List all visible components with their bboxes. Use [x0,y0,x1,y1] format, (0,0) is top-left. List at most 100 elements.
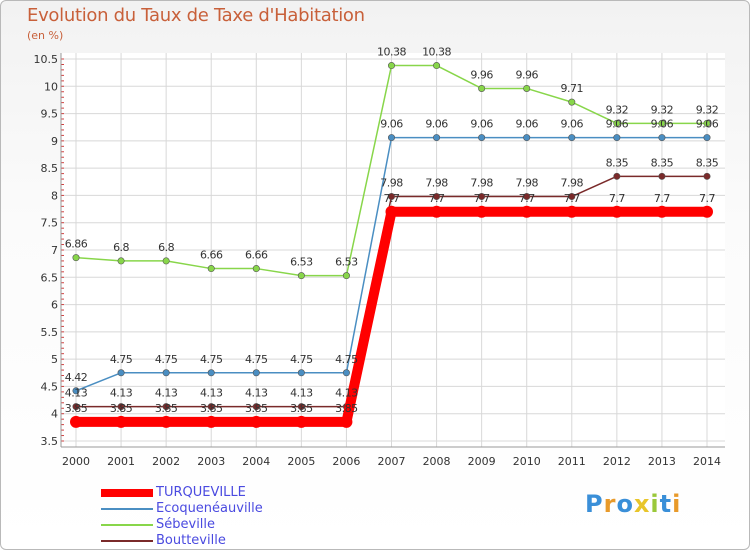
data-label: 7.7 [519,192,535,205]
chart-subtitle: (en %) [27,29,64,42]
logo-letter: r [603,490,617,518]
y-tick-label: 9 [51,135,58,148]
legend-item-sebeville: Sébeville [101,517,361,533]
data-point [207,265,215,273]
x-tick-label: 2012 [603,455,631,468]
y-tick-label: 7 [51,244,58,257]
data-label: 9.06 [380,118,403,131]
legend-label: Sébeville [156,517,216,532]
y-tick-label: 6 [51,299,58,312]
data-label: 7.7 [654,192,670,205]
data-point [613,172,621,180]
data-label: 4.75 [245,353,268,366]
data-point [613,134,621,142]
data-label: 10.38 [422,46,451,59]
data-point [658,172,666,180]
data-label: 7.98 [561,177,584,190]
data-label: 3.85 [245,402,268,415]
logo-letter: i [672,490,682,518]
data-point [72,254,80,262]
data-label: 3.85 [65,402,88,415]
data-label: 3.85 [155,402,178,415]
data-point [703,172,711,180]
data-point [72,387,80,395]
logo-letter: t [659,490,673,518]
data-point [340,415,353,428]
data-label: 6.53 [335,256,358,269]
data-point [523,84,531,92]
data-label: 3.85 [110,402,133,415]
data-point [568,98,576,106]
legend-swatch-ecoqueneauville [101,508,153,510]
x-tick-label: 2007 [378,455,406,468]
data-label: 7.98 [515,177,538,190]
y-tick-label: 9.5 [41,108,59,121]
data-label: 4.75 [290,353,313,366]
x-tick-label: 2010 [513,455,541,468]
x-tick-label: 2002 [152,455,180,468]
data-point [568,193,576,201]
data-point [478,84,486,92]
legend-label: TURQUEVILLE [156,485,246,500]
data-label: 4.13 [155,387,178,400]
x-tick-label: 2014 [693,455,721,468]
x-tick-label: 2003 [197,455,225,468]
data-point [433,62,441,70]
data-point [297,403,305,411]
y-tick-label: 8 [51,189,58,202]
data-label: 9.96 [470,68,493,81]
data-label: 7.98 [380,177,403,190]
data-point [387,62,395,70]
data-label: 7.7 [474,192,490,205]
data-label: 6.8 [113,241,129,254]
data-label: 9.06 [561,118,584,131]
data-point [387,134,395,142]
data-point [610,205,623,218]
data-label: 7.7 [429,192,445,205]
x-tick-label: 2004 [242,455,270,468]
legend-item-turqueville: TURQUEVILLE [101,485,361,501]
legend-item-boutteville: Boutteville [101,533,361,549]
data-label: 7.7 [699,192,715,205]
logo-letter: P [585,490,604,518]
data-point [430,205,443,218]
x-tick-label: 2011 [558,455,586,468]
data-point [565,205,578,218]
data-label: 3.85 [290,402,313,415]
data-point [342,369,350,377]
data-point [568,134,576,142]
data-point [658,119,666,127]
data-label: 4.13 [110,387,133,400]
y-tick-label: 7.5 [41,217,59,230]
logo-letter: i [650,490,660,518]
data-point [703,134,711,142]
data-point [433,134,441,142]
data-label: 9.32 [651,103,674,116]
x-tick-label: 2009 [468,455,496,468]
data-point [162,257,170,265]
data-label: 7.98 [425,177,448,190]
data-label: 10.38 [377,46,406,59]
data-point [297,369,305,377]
data-label: 4.75 [110,353,133,366]
data-point [701,205,713,218]
data-point [520,205,533,218]
data-point [658,134,666,142]
chart-title: Evolution du Taux de Taxe d'Habitation [27,5,365,26]
data-point [162,369,170,377]
data-label: 9.06 [606,118,629,131]
data-point [523,193,531,201]
data-label: 9.06 [696,118,719,131]
data-point [703,119,711,127]
data-label: 4.42 [65,371,88,384]
data-point [72,403,80,411]
data-label: 4.13 [290,387,313,400]
y-tick-label: 8.5 [41,162,59,175]
data-point [115,415,128,428]
data-label: 7.98 [470,177,493,190]
data-label: 8.35 [651,156,674,169]
data-label: 4.13 [200,387,223,400]
y-tick-label: 10.5 [34,53,59,66]
x-tick-label: 2008 [423,455,451,468]
